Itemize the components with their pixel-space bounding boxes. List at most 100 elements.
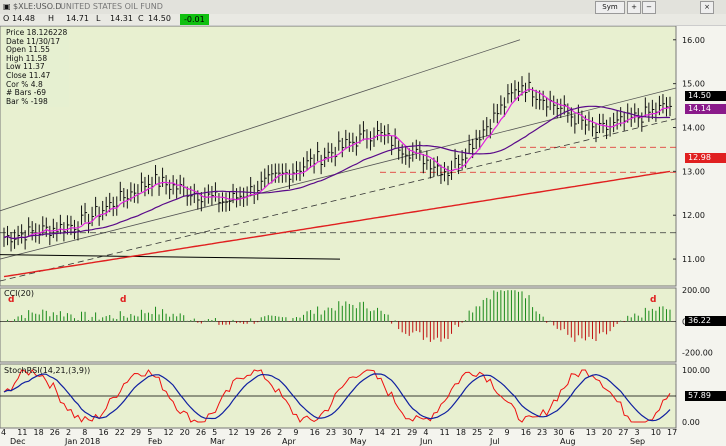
channel-line (0, 39, 521, 212)
x-axis-month: Jul (489, 437, 500, 446)
x-axis-month: Mar (210, 437, 226, 446)
x-axis-day: 29 (131, 428, 141, 437)
stoch-title: StochRSI(14,21,(3,9)) (4, 366, 91, 375)
x-axis-day: 19 (245, 428, 255, 437)
price-axis-label: 11.00 (682, 255, 705, 264)
close-value: 14.50 (148, 14, 171, 23)
x-axis-day: 13 (586, 428, 596, 437)
x-axis-day: 9 (505, 428, 510, 437)
symbol-label[interactable]: $XLE:USO.D (13, 2, 62, 11)
x-axis-day: 16 (310, 428, 320, 437)
price-axis-label: 13.00 (682, 167, 705, 176)
x-axis-day: 5 (147, 428, 152, 437)
x-axis-month: Dec (10, 437, 25, 446)
x-axis-day: 12 (163, 428, 173, 437)
x-axis-month: Jan 2018 (64, 437, 100, 446)
x-axis-day: 7 (358, 428, 363, 437)
x-axis-month: Sep (630, 437, 645, 446)
fund-title: UNITED STATES OIL FUND (60, 2, 163, 11)
cci-marker: d (8, 295, 14, 305)
cci-axis-label: -200.00 (682, 348, 713, 357)
stoch-slow-line (3, 373, 671, 422)
stoch-axis-label: 0.00 (682, 418, 700, 427)
x-axis-day: 17 (667, 428, 677, 437)
info-line: Close 11.47 (6, 70, 51, 80)
x-axis-month: Apr (282, 437, 297, 446)
stoch-fast-line (3, 369, 671, 423)
close-button[interactable]: × (700, 1, 714, 14)
high-icon: H (48, 14, 55, 23)
x-axis-day: 5 (212, 428, 217, 437)
x-axis-day: 26 (196, 428, 206, 437)
cci-marker: d (120, 295, 126, 305)
x-axis-day: 6 (570, 428, 575, 437)
x-axis-day: 8 (82, 428, 87, 437)
price-panel (0, 26, 677, 287)
x-axis-day: 20 (180, 428, 190, 437)
x-axis-day: 26 (50, 428, 60, 437)
info-line: Open 11.55 (6, 45, 50, 55)
x-axis-day: 4 (423, 428, 428, 437)
price-tag-ma-long: 12.98 (685, 153, 726, 163)
low-value: 14.31 (110, 14, 133, 23)
ma-short-line (3, 88, 671, 240)
x-axis-day: 18 (456, 428, 466, 437)
price-axis-label: 16.00 (682, 36, 705, 45)
stoch-value-tag: 57.89 (685, 391, 726, 401)
x-axis-day: 2 (66, 428, 71, 437)
x-axis-day: 4 (1, 428, 6, 437)
x-axis-day: 9 (293, 428, 298, 437)
ohlc-bar: O 14.48 H 14.71 L 14.31 C 14.50 -0.01 (0, 14, 726, 26)
toolbar: ▣ $XLE:USO.D UNITED STATES OIL FUND Sym … (0, 0, 726, 15)
change-badge: -0.01 (180, 14, 209, 25)
price-axis-label: 12.00 (682, 211, 705, 220)
x-axis-day: 12 (228, 428, 238, 437)
open-value: 14.48 (12, 14, 35, 23)
cci-axis-label: 200.00 (682, 286, 710, 295)
cci-panel (0, 287, 677, 363)
x-axis-day: 23 (326, 428, 336, 437)
x-axis-day: 26 (261, 428, 271, 437)
x-axis-day: 20 (602, 428, 612, 437)
x-axis-day: 23 (537, 428, 547, 437)
sym-button[interactable]: Sym (595, 1, 625, 14)
x-axis-month: Aug (560, 437, 576, 446)
x-axis-month: May (350, 437, 367, 446)
info-line: Low 11.37 (6, 62, 45, 72)
x-axis-month: Feb (148, 437, 162, 446)
price-tag-close: 14.50 (685, 91, 726, 101)
info-line: Date 11/30/17 (6, 36, 60, 46)
chart-icon[interactable]: ▣ (3, 2, 11, 11)
cci-value-tag: 36.22 (685, 316, 726, 326)
price-axis-label: 15.00 (682, 80, 705, 89)
zoom-out-button[interactable]: − (642, 1, 656, 14)
x-axis-day: 18 (33, 428, 43, 437)
x-axis-day: 14 (375, 428, 385, 437)
x-axis-day: 2 (277, 428, 282, 437)
cci-title: CCI(20) (4, 289, 34, 298)
info-line: Price 18.126228 (6, 28, 68, 37)
info-box: Price 18.126228 Date 11/30/17 Open 11.55 Hi… (4, 28, 70, 108)
x-axis-day: 25 (472, 428, 482, 437)
x-axis-day: 10 (651, 428, 661, 437)
x-axis-day: 27 (618, 428, 628, 437)
info-line: Cor % 4.8 (6, 79, 43, 89)
ma-long-line (3, 170, 671, 278)
x-axis-day: 22 (115, 428, 125, 437)
x-axis-day: 2 (488, 428, 493, 437)
zoom-in-button[interactable]: + (627, 1, 641, 14)
high-value: 14.71 (66, 14, 89, 23)
info-line: # Bars -69 (6, 88, 47, 98)
x-axis-day: 21 (391, 428, 401, 437)
price-axis-label: 14.00 (682, 123, 705, 132)
x-axis-day: 29 (407, 428, 417, 437)
support-line (0, 254, 341, 260)
x-axis-day: 16 (98, 428, 108, 437)
info-line: Bar % -198 (6, 96, 48, 106)
stoch-axis-label: 100.00 (682, 366, 710, 375)
x-axis-day: 11 (440, 428, 450, 437)
x-axis-day: 16 (521, 428, 531, 437)
open-icon: O (3, 14, 10, 23)
ma-mid-line (3, 105, 671, 240)
